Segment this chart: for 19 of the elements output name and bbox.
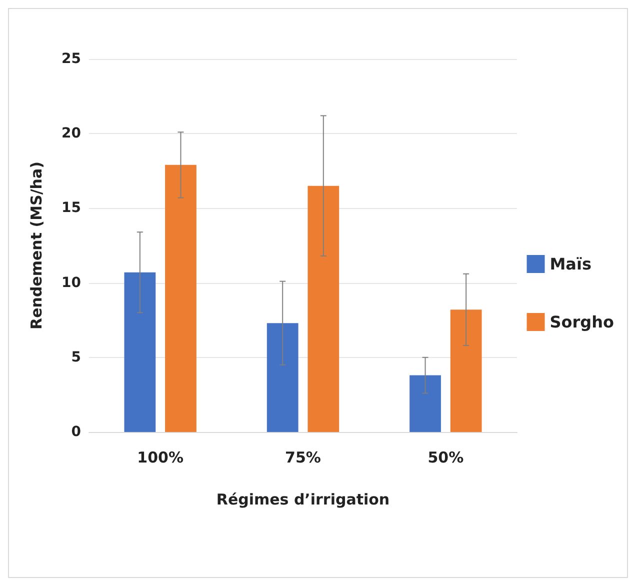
x-axis-title: Régimes d’irrigation	[216, 490, 390, 508]
x-tick-label: 100%	[137, 448, 184, 466]
bar	[450, 310, 482, 432]
x-tick-label: 50%	[428, 448, 464, 466]
y-tick-label: 0	[71, 424, 82, 440]
y-tick-label: 10	[62, 274, 82, 291]
x-tick-label: 75%	[285, 448, 321, 466]
y-tick-label: 15	[62, 200, 81, 216]
bar	[308, 186, 340, 432]
legend-label: Maïs	[550, 254, 592, 274]
y-tick-label: 25	[62, 51, 81, 67]
y-tick-label: 20	[62, 126, 82, 142]
legend-label: Sorgho	[550, 312, 614, 332]
bar	[124, 272, 156, 432]
y-axis-title: Rendement (MS/ha)	[28, 162, 46, 330]
bar	[266, 323, 298, 432]
y-tick-label: 5	[71, 349, 81, 366]
bar	[165, 164, 196, 432]
bar	[410, 375, 441, 432]
